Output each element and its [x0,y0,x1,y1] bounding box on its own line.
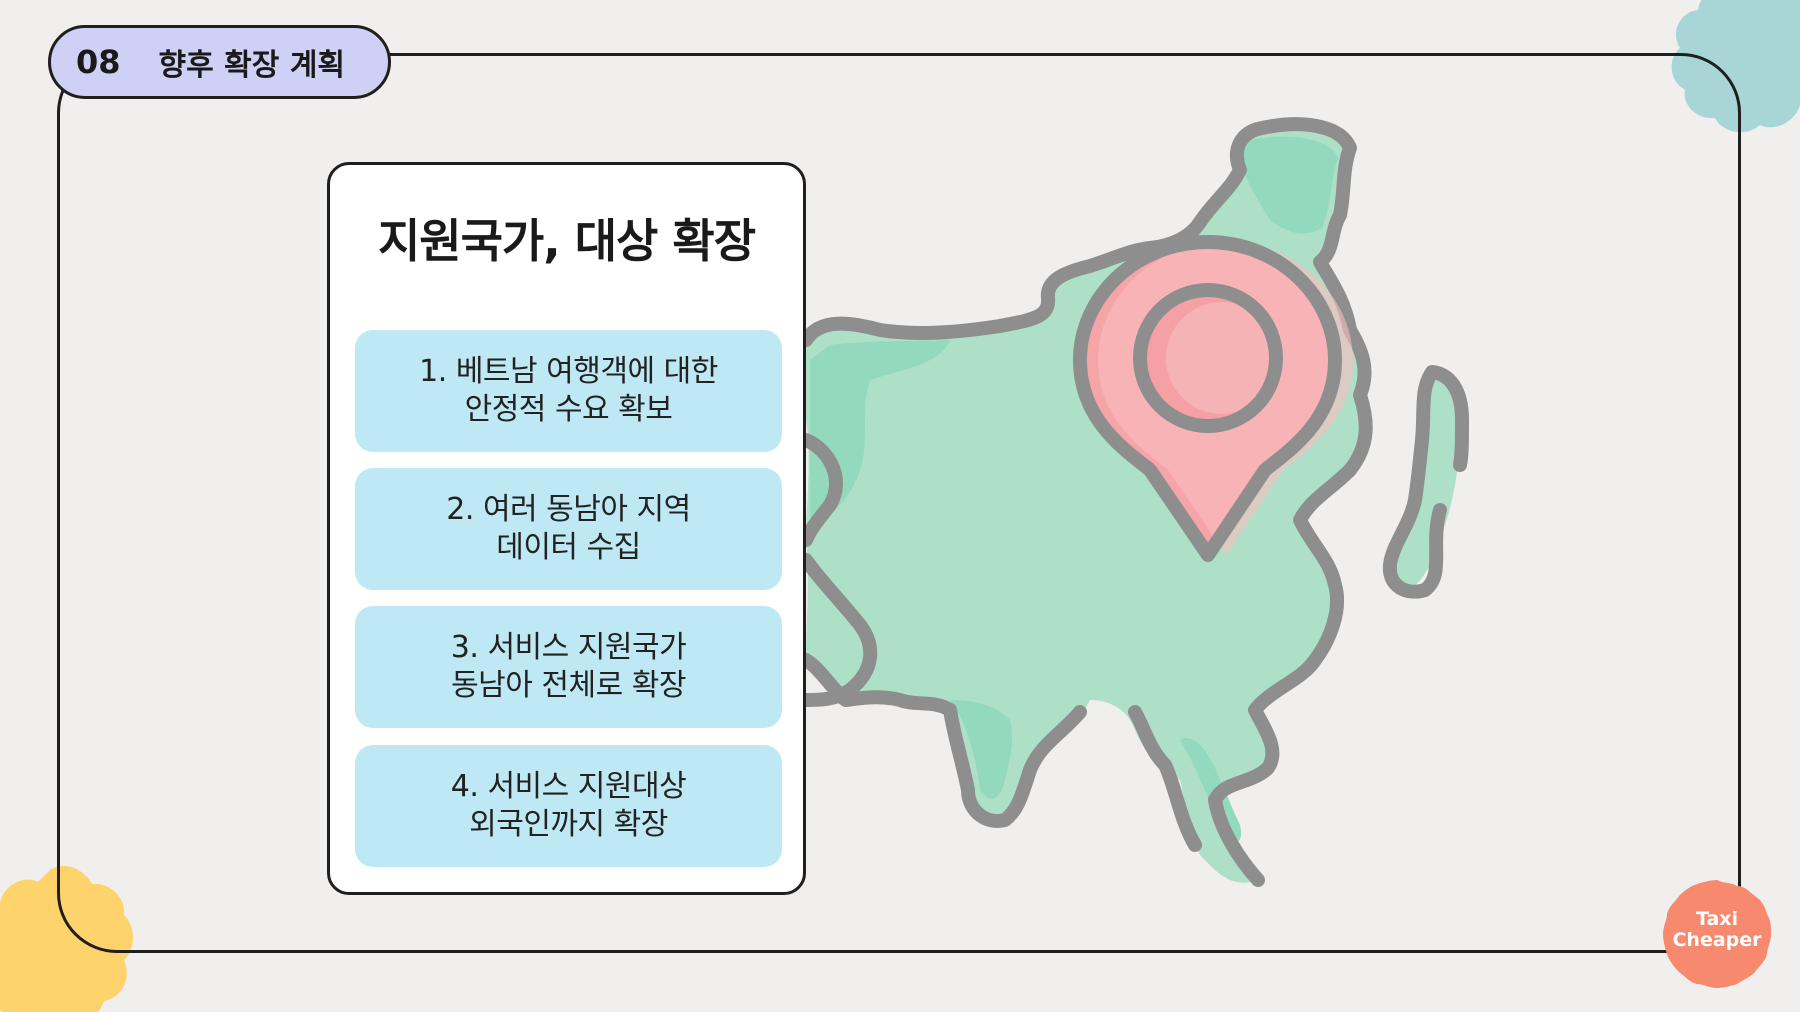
content-frame [57,53,1741,953]
map-shading-southwest [950,700,1013,799]
logo-line-cheaper: Cheaper [1672,929,1762,951]
section-title: 향후 확장 계획 [158,48,346,83]
plan-item-1-line1: 1. 베트남 여행객에 대한 [419,354,718,389]
section-number: 08 [76,43,121,81]
plan-item-1: 1. 베트남 여행객에 대한 안정적 수요 확보 [355,330,782,452]
plan-item-4: 4. 서비스 지원대상 외국인까지 확장 [355,745,782,867]
logo-badge-icon [1663,880,1771,988]
map-island-outline [1382,365,1469,599]
plan-item-4-line2: 외국인까지 확장 [469,807,668,842]
plan-item-4-line1: 4. 서비스 지원대상 [450,769,687,804]
map-outline [799,117,1373,887]
logo-text: Taxi Cheaper [1661,909,1773,951]
section-tag: 08 향후 확장 계획 [48,25,391,99]
location-pin-icon [1073,235,1353,562]
card-title: 지원국가, 대상 확장 [377,214,756,268]
logo-line-taxi: Taxi [1695,908,1739,930]
map-shading-north [1240,136,1338,234]
map-shading-west [810,340,950,520]
plan-item-3: 3. 서비스 지원국가 동남아 전체로 확장 [355,606,782,728]
plan-item-2: 2. 여러 동남아 지역 데이터 수집 [355,468,782,590]
plan-item-2-line1: 2. 여러 동남아 지역 [446,492,691,527]
plan-item-3-line1: 3. 서비스 지원국가 [450,630,687,665]
plan-item-1-line2: 안정적 수요 확보 [464,392,673,427]
plan-item-2-line2: 데이터 수집 [496,530,641,565]
expansion-plan-card: 지원국가, 대상 확장 1. 베트남 여행객에 대한 안정적 수요 확보 2. … [327,162,806,895]
plan-item-3-line2: 동남아 전체로 확장 [451,668,686,703]
